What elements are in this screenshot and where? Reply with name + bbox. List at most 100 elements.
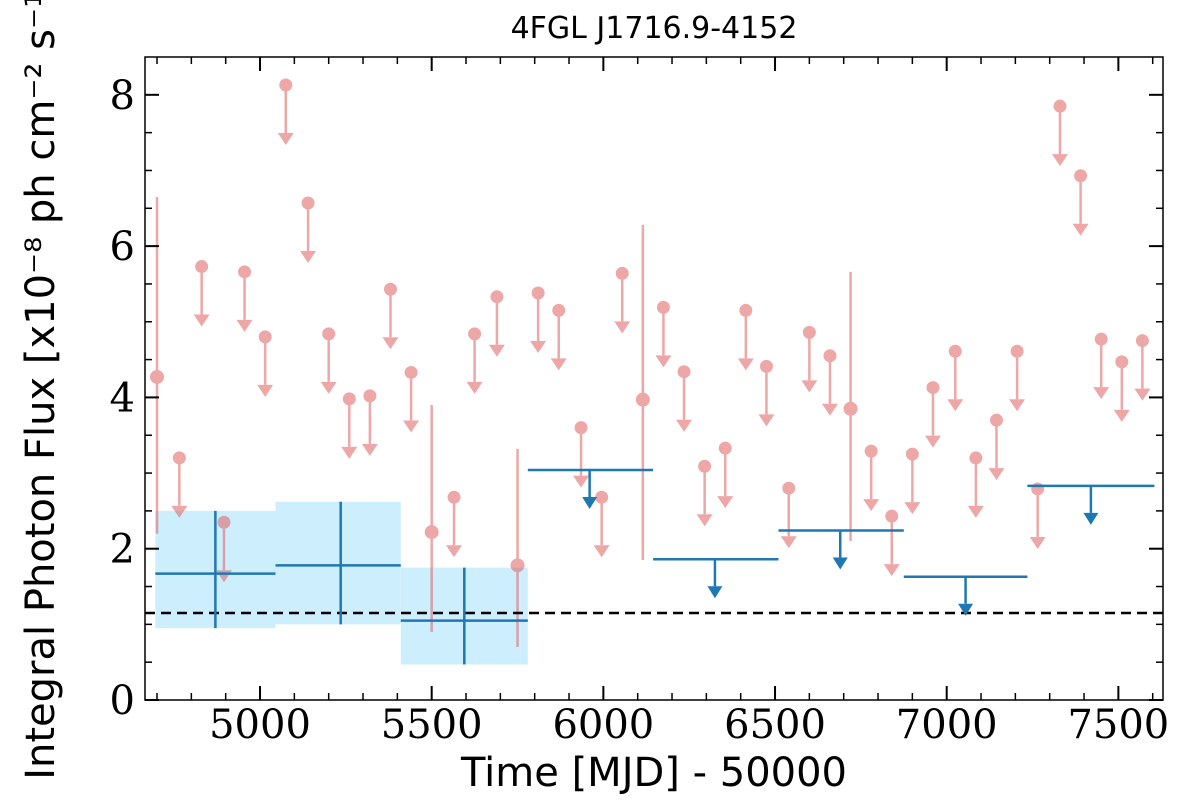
short-bin-limit-arrowhead — [947, 399, 964, 412]
short-bin-limit-arrowhead — [676, 419, 693, 432]
short-bin-upper-limit-14 — [488, 290, 505, 357]
short-bin-limit-arrowhead — [530, 341, 547, 354]
short-bin-limit-arrowhead — [1113, 409, 1130, 422]
short-bin-upper-limit-38 — [1051, 99, 1068, 167]
short-bin-point — [843, 401, 858, 416]
short-bin-point — [150, 369, 165, 384]
short-bin-upper-limit-21 — [676, 365, 693, 432]
short-bin-upper-limit-0 — [171, 451, 188, 518]
plot-area — [145, 78, 1163, 665]
short-bin-upper-limit-17 — [573, 421, 590, 488]
x-tick-label: 5500 — [381, 702, 483, 748]
long-bin-upper-limit-2 — [778, 529, 904, 570]
short-bin-upper-limit-5 — [277, 78, 294, 145]
short-bin-upper-limit-19 — [614, 266, 631, 334]
short-bin-upper-limit-6 — [300, 196, 317, 263]
short-bin-limit-arrowhead — [446, 545, 463, 558]
short-bin-limit-arrowhead — [341, 446, 358, 459]
short-bin-upper-limit-27 — [801, 325, 818, 393]
short-bin-upper-limit-33 — [947, 344, 964, 412]
short-bin-detection-3 — [635, 224, 650, 561]
short-bin-limit-arrowhead — [821, 403, 838, 416]
long-bin-limit-arrowhead — [832, 557, 848, 570]
long-bin-upper-limit-3 — [903, 575, 1028, 616]
long-bin-band-1 — [275, 501, 401, 625]
short-bin-upper-limit-34 — [967, 451, 984, 518]
short-bin-point — [424, 525, 439, 540]
short-bin-upper-limit-28 — [821, 349, 838, 416]
short-bin-limit-arrowhead — [320, 381, 337, 394]
long-bin-upper-limit-4 — [1027, 484, 1155, 525]
x-tick-label: 7000 — [896, 702, 998, 748]
short-bin-limit-arrowhead — [904, 502, 921, 515]
short-bin-limit-arrowhead — [488, 344, 505, 357]
short-bin-upper-limit-39 — [1072, 169, 1089, 236]
short-bin-upper-limit-25 — [758, 359, 775, 427]
y-axis-title: Integral Photon Flux [x10⁻⁸ ph cm⁻² s⁻¹] — [18, 0, 64, 780]
short-bin-upper-limit-41 — [1113, 355, 1130, 422]
short-bin-limit-arrowhead — [614, 321, 631, 334]
short-bin-limit-arrowhead — [1009, 399, 1026, 412]
short-bin-upper-limit-31 — [904, 447, 921, 515]
short-bin-detection-4 — [843, 271, 858, 542]
short-bin-limit-arrowhead — [361, 443, 378, 456]
short-bin-limit-arrowhead — [717, 496, 734, 509]
short-bin-limit-arrowhead — [277, 132, 294, 145]
y-tick-label: 2 — [110, 527, 135, 573]
short-bin-upper-limit-15 — [530, 286, 547, 354]
short-bin-upper-limit-18 — [593, 490, 610, 558]
short-bin-limit-arrowhead — [924, 435, 941, 448]
x-axis-title: Time [MJD] - 50000 — [460, 750, 847, 796]
short-bin-point — [635, 392, 650, 407]
short-bin-upper-limit-1 — [193, 260, 210, 327]
y-tick-label: 4 — [110, 375, 135, 421]
short-bin-upper-limit-37 — [1029, 482, 1046, 549]
short-bin-upper-limit-8 — [341, 392, 358, 459]
short-bin-upper-limit-9 — [361, 389, 378, 456]
short-bin-upper-limit-11 — [403, 365, 420, 433]
short-bin-point — [510, 558, 525, 573]
long-bin-detection-2 — [400, 567, 528, 665]
short-bin-limit-arrowhead — [1029, 536, 1046, 549]
long-bin-upper-limit-0 — [527, 468, 654, 510]
short-bin-limit-arrowhead — [382, 337, 399, 350]
short-bin-upper-limit-22 — [696, 459, 713, 527]
short-bin-detection-1 — [424, 404, 439, 632]
short-bin-upper-limit-29 — [863, 444, 880, 512]
long-bin-limit-arrowhead — [707, 586, 723, 599]
long-bin-limit-arrowhead — [958, 603, 974, 616]
short-bin-limit-arrowhead — [171, 505, 188, 518]
axis-ticks: 5000 5500 6000 6500 7000 7500 0 2 4 6 8 — [110, 57, 1169, 748]
short-bin-limit-arrowhead — [573, 475, 590, 488]
short-bin-upper-limit-40 — [1093, 332, 1110, 400]
long-bin-detection-1 — [275, 501, 401, 625]
short-bin-limit-arrowhead — [883, 564, 900, 577]
long-bin-limit-arrowhead — [582, 497, 598, 510]
x-tick-label: 5000 — [209, 702, 311, 748]
short-bin-upper-limit-7 — [320, 327, 337, 394]
long-bin-detection-0 — [155, 510, 276, 629]
short-bin-limit-arrowhead — [257, 384, 274, 397]
short-bin-limit-arrowhead — [1134, 388, 1151, 401]
short-bin-limit-arrowhead — [593, 545, 610, 558]
short-bin-upper-limit-16 — [550, 303, 567, 371]
short-bin-upper-limit-26 — [780, 481, 797, 549]
short-bin-upper-limit-4 — [257, 330, 274, 397]
short-bin-upper-limit-13 — [466, 327, 483, 394]
x-tick-label: 6500 — [724, 702, 826, 748]
short-bin-upper-limit-42 — [1134, 334, 1151, 401]
short-bin-limit-arrowhead — [403, 420, 420, 433]
short-bin-upper-limit-10 — [382, 282, 399, 350]
short-bin-limit-arrowhead — [550, 358, 567, 371]
short-bin-limit-arrowhead — [655, 355, 672, 368]
short-bin-limit-arrowhead — [737, 358, 754, 371]
short-bin-upper-limit-32 — [924, 381, 941, 448]
short-bin-upper-limit-12 — [446, 490, 463, 558]
short-bin-limit-arrowhead — [988, 468, 1005, 481]
x-tick-label: 7500 — [1067, 702, 1169, 748]
short-bin-limit-arrowhead — [466, 381, 483, 394]
short-bin-upper-limit-30 — [883, 509, 900, 577]
y-tick-label: 6 — [110, 224, 135, 270]
short-bin-limit-arrowhead — [967, 505, 984, 518]
